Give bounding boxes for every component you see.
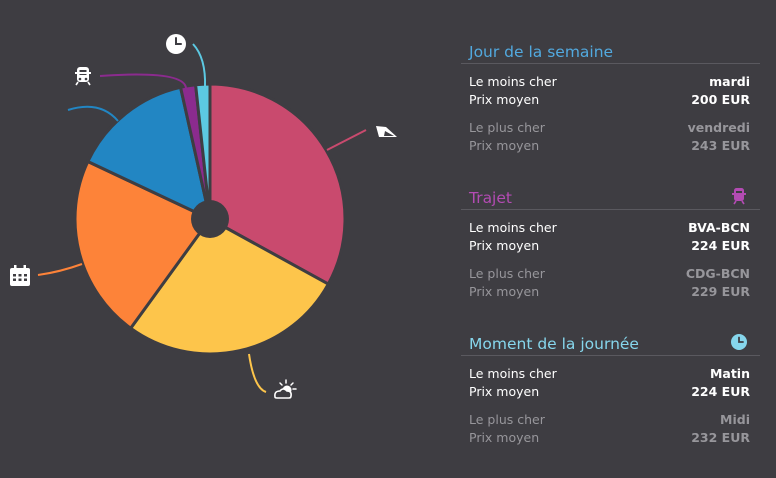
pie-slice-plane[interactable]	[208, 82, 347, 287]
pie-center-hole	[191, 200, 229, 238]
section-2: Trajet Le moins cher BVA-BCN Prix moyen 224 …	[461, 173, 760, 299]
section-header: Trajet	[461, 173, 760, 210]
leader-line	[326, 129, 367, 151]
row-label: Prix moyen	[469, 238, 540, 253]
pie-slice-clock[interactable]	[193, 82, 212, 220]
pie-slice-weather[interactable]	[128, 217, 331, 356]
priciest-price-row: Prix moyen 232 EUR	[469, 430, 750, 448]
row-label: Le plus cher	[469, 120, 545, 135]
row-value: Midi	[720, 412, 750, 427]
row-value: mardi	[709, 74, 750, 89]
cheapest-day-row: Le moins cher Matin	[469, 366, 750, 384]
row-value: 243 EUR	[691, 138, 750, 153]
row-value: Matin	[709, 366, 750, 381]
clock-icon	[166, 34, 186, 54]
row-label: Le moins cher	[469, 74, 557, 89]
section-header: Jour de la semaine	[461, 27, 760, 64]
row-label: Le moins cher	[469, 366, 557, 381]
priciest-price-row: Prix moyen 229 EUR	[469, 284, 750, 302]
row-value: 200 EUR	[691, 92, 750, 107]
row-label: Prix moyen	[469, 430, 540, 445]
row-value: 224 EUR	[691, 238, 750, 253]
row-label: Prix moyen	[469, 284, 540, 299]
section-title: Jour de la semaine	[469, 43, 614, 61]
row-value: BVA-BCN	[688, 220, 750, 235]
row-label: Prix moyen	[469, 92, 540, 107]
pie-chart	[10, 34, 397, 399]
leader-line	[99, 73, 187, 89]
section-1: Jour de la semaine Le moins cher mardi Prix…	[461, 27, 760, 153]
row-value: CDG-BCN	[685, 266, 750, 281]
row-label: Prix moyen	[469, 138, 540, 153]
row-label: Le plus cher	[469, 412, 545, 427]
priciest-day-row: Le plus cher CDG-BCN	[469, 266, 750, 284]
clock-icon	[730, 333, 748, 351]
leader-line	[67, 105, 119, 122]
priciest-day-row: Le plus cher Midi	[469, 412, 750, 430]
cheapest-price-row: Prix moyen 224 EUR	[469, 384, 750, 402]
section-3: Moment de la journée Le moins cher Matin Pr…	[461, 319, 760, 445]
train-icon	[75, 67, 91, 86]
row-value: 224 EUR	[691, 384, 750, 399]
section-title: Trajet	[469, 189, 512, 207]
cheapest-price-row: Prix moyen 200 EUR	[469, 92, 750, 110]
leader-line	[37, 263, 83, 276]
weather-icon	[274, 379, 297, 399]
leader-line	[192, 43, 207, 88]
row-value: vendredi	[687, 120, 750, 135]
row-label: Le plus cher	[469, 266, 545, 281]
row-label: Le moins cher	[469, 220, 557, 235]
section-header: Moment de la journée	[461, 319, 760, 356]
row-label: Prix moyen	[469, 384, 540, 399]
cheapest-day-row: Le moins cher BVA-BCN	[469, 220, 750, 238]
train-icon	[730, 187, 748, 205]
cheapest-price-row: Prix moyen 224 EUR	[469, 238, 750, 256]
row-value: 232 EUR	[691, 430, 750, 445]
cheapest-day-row: Le moins cher mardi	[469, 74, 750, 92]
calendar-icon	[10, 265, 30, 286]
priciest-day-row: Le plus cher vendredi	[469, 120, 750, 138]
row-value: 229 EUR	[691, 284, 750, 299]
section-title: Moment de la journée	[469, 335, 639, 353]
plane-icon	[376, 126, 397, 137]
priciest-price-row: Prix moyen 243 EUR	[469, 138, 750, 156]
leader-line	[248, 353, 267, 393]
